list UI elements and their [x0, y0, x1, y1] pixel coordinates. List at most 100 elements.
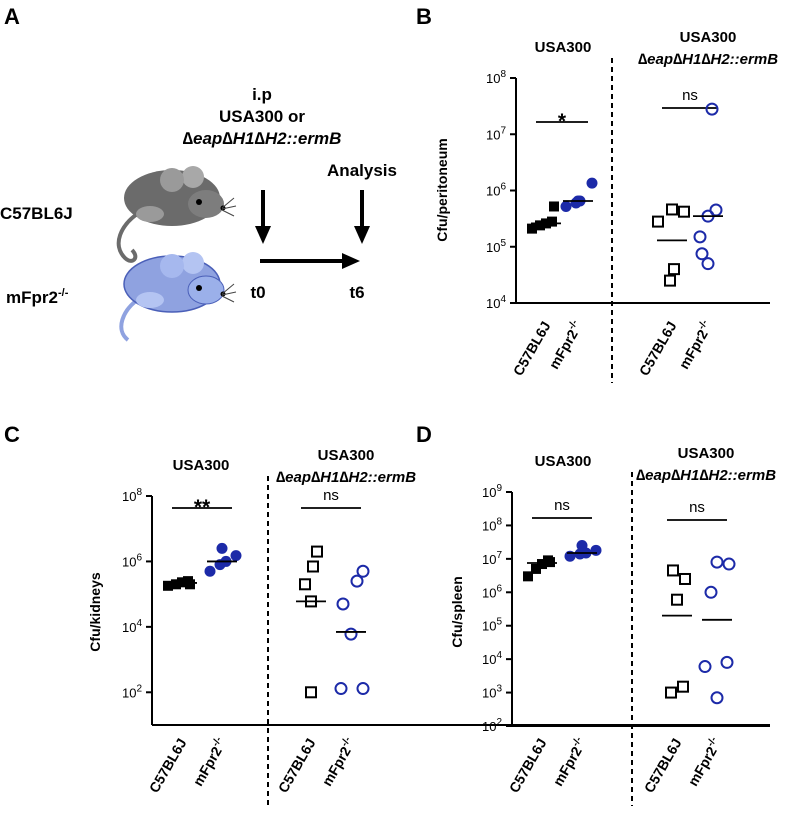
- data-point: [350, 574, 364, 588]
- data-point: [545, 557, 555, 568]
- data-point: [535, 220, 545, 231]
- data-point: [698, 660, 712, 674]
- data-point: [720, 655, 734, 669]
- data-point: [356, 564, 370, 578]
- y-tick-label: 104: [486, 294, 506, 311]
- significance-label: **: [194, 496, 211, 519]
- significance-label: *: [558, 110, 567, 133]
- data-point: [537, 559, 547, 570]
- mouse-c57bl6j-icon: [116, 166, 237, 263]
- x-category-label: C57BL6J: [506, 736, 550, 796]
- x-category-label: C57BL6J: [636, 319, 680, 379]
- y-tick-label: 103: [482, 684, 502, 701]
- data-point: [216, 542, 228, 554]
- data-point: [305, 686, 317, 699]
- significance-label: ns: [689, 499, 705, 516]
- injection-strain-b: ∆eap∆H1∆H2::ermB: [183, 129, 342, 148]
- data-point: [678, 205, 690, 218]
- y-axis-label: Cfu/kidneys: [87, 572, 103, 652]
- group-title: USA300: [173, 457, 230, 474]
- analysis-label: Analysis: [327, 161, 397, 180]
- timepoint-t0: t0: [250, 283, 265, 302]
- data-point: [336, 597, 350, 611]
- data-point: [709, 203, 723, 217]
- data-point: [695, 247, 709, 261]
- data-point: [185, 579, 195, 590]
- group-title: USA300: [318, 447, 375, 464]
- data-point: [667, 564, 679, 577]
- data-point: [334, 682, 348, 696]
- y-tick-label: 109: [482, 483, 502, 500]
- significance-label: ns: [554, 497, 570, 514]
- data-point: [590, 544, 602, 556]
- data-point: [171, 579, 181, 590]
- panel-a: A i.p USA300 or ∆eap∆H1∆H2::ermB Analysi…: [0, 4, 397, 342]
- data-point: [549, 201, 559, 212]
- group-strain-title: ∆eap∆H1∆H2::ermB: [638, 51, 778, 68]
- significance-label: ns: [682, 87, 698, 104]
- data-point: [523, 571, 533, 582]
- y-axis-label: Cfu/spleen: [449, 576, 465, 648]
- y-tick-label: 106: [486, 182, 506, 199]
- significance-label: ns: [323, 487, 339, 504]
- x-category-label: mFpr2-/-: [684, 735, 725, 789]
- injection-arrow-head: [255, 226, 271, 244]
- y-tick-label: 105: [486, 238, 506, 255]
- x-category-label: C57BL6J: [641, 736, 685, 796]
- y-tick-label: 102: [482, 717, 502, 734]
- y-tick-label: 102: [122, 683, 142, 700]
- data-point: [722, 557, 736, 571]
- timepoint-t6: t6: [349, 283, 364, 302]
- data-point: [586, 177, 598, 189]
- x-category-label: mFpr2-/-: [675, 318, 716, 372]
- group-strain-title: ∆eap∆H1∆H2::ermB: [276, 469, 416, 486]
- chart-cfu-spleen: 102 103 104 105 106 107 108 109 Cfu/spleen USA300…: [449, 445, 776, 806]
- y-tick-label: 108: [122, 487, 142, 504]
- panel-label-d: D: [416, 422, 432, 447]
- y-tick-label: 106: [122, 552, 142, 569]
- y-tick-label: 108: [482, 516, 502, 533]
- y-tick-label: 107: [486, 125, 506, 142]
- data-point: [163, 580, 173, 591]
- data-point: [710, 691, 724, 705]
- data-point: [311, 545, 323, 558]
- y-tick-label: 107: [482, 550, 502, 567]
- group-strain-title: ∆eap∆H1∆H2::ermB: [636, 467, 776, 484]
- data-point: [307, 560, 319, 573]
- x-category-label: C57BL6J: [146, 736, 190, 796]
- data-point: [679, 572, 691, 585]
- x-category-label: mFpr2-/-: [189, 735, 230, 789]
- panel-label-c: C: [4, 422, 20, 447]
- mouse-mfpr2-ko-icon: [119, 252, 237, 342]
- timeline-arrow-head: [342, 253, 360, 269]
- chart-cfu-peritoneum: 104 105 106 107 108 Cfu/peritoneum USA300 USA30…: [434, 29, 778, 383]
- data-point: [560, 200, 572, 212]
- analysis-arrow-head: [354, 226, 370, 244]
- injection-route: i.p: [252, 85, 272, 104]
- data-point: [710, 555, 724, 569]
- data-point: [671, 593, 683, 606]
- data-point: [652, 215, 664, 228]
- y-tick-label: 104: [122, 618, 142, 635]
- data-point: [547, 216, 557, 227]
- group-title: USA300: [535, 453, 592, 470]
- group-title: USA300: [680, 29, 737, 46]
- y-tick-label: 108: [486, 69, 506, 86]
- data-point: [527, 223, 537, 234]
- data-point: [701, 257, 715, 271]
- y-tick-label: 104: [482, 650, 502, 667]
- panel-label-b: B: [416, 4, 432, 29]
- data-point: [299, 578, 311, 591]
- data-point: [665, 686, 677, 699]
- data-point: [576, 540, 588, 552]
- data-point: [230, 550, 242, 562]
- y-tick-label: 106: [482, 583, 502, 600]
- x-category-label: mFpr2-/-: [318, 735, 359, 789]
- data-point: [344, 627, 358, 641]
- panel-label-a: A: [4, 4, 20, 29]
- data-point: [356, 682, 370, 696]
- data-point: [531, 563, 541, 574]
- data-point: [664, 274, 676, 287]
- data-point: [677, 680, 689, 693]
